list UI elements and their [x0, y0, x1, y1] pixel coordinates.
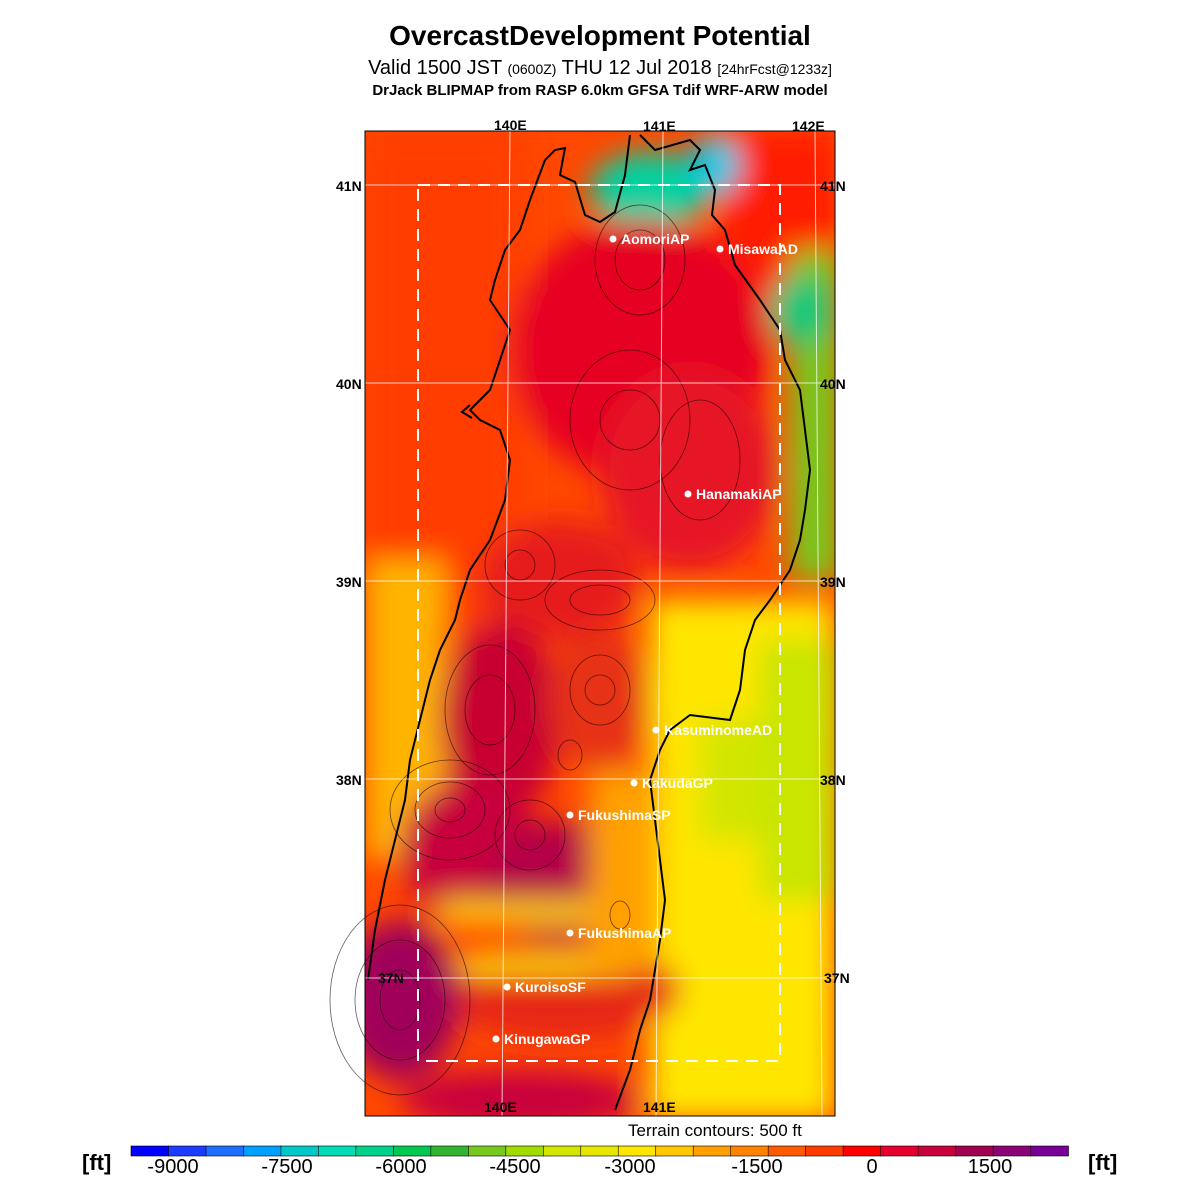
station-label: AomoriAP: [621, 231, 689, 247]
forecast-info: [24hrFcst@1233z]: [717, 61, 832, 77]
colorbar-swatch: [1030, 1145, 1069, 1157]
terrain-contour-note: Terrain contours: 500 ft: [628, 1121, 802, 1140]
inner-domain-outline: [417, 184, 781, 1062]
station-hanamakiap[interactable]: HanamakiAP: [684, 486, 782, 502]
colorbar-swatch: [880, 1145, 919, 1157]
station-label: FukushimaSP: [578, 807, 671, 823]
station-marker: [716, 245, 724, 253]
unit-label-right: [ft]: [1088, 1150, 1118, 1175]
colorbar-tick-label: -4500: [489, 1156, 541, 1178]
colorbar-swatch: [542, 1145, 582, 1157]
lon-label-top: 141E: [643, 118, 676, 134]
station-misawaad[interactable]: MisawaAD: [716, 241, 799, 257]
plot-border: [364, 130, 836, 1117]
colorbar-tick-label: -3000: [604, 1156, 656, 1178]
colorbar-swatch: [767, 1145, 807, 1157]
station-marker: [684, 490, 692, 498]
lat-label-left: 38N: [336, 772, 362, 788]
colorbar-swatch: [617, 1145, 657, 1157]
colorbar-swatch: [468, 1145, 507, 1157]
colorbar-tick-label: -1500: [731, 1156, 783, 1178]
station-label: FukushimaAP: [578, 925, 671, 941]
colorbar-swatch: [355, 1145, 395, 1157]
station-label: KuroisoSF: [515, 979, 586, 995]
colorbar-swatch: [318, 1145, 357, 1157]
lat-label-right: 38N: [820, 772, 846, 788]
station-marker: [566, 811, 574, 819]
station-marker: [503, 983, 511, 991]
colorbar-swatch: [692, 1145, 732, 1157]
lat-label-left: 37N: [378, 970, 404, 986]
colorbar-swatch: [955, 1145, 994, 1157]
colorbar-tick-label: -6000: [375, 1156, 427, 1178]
station-label: KakudaGP: [642, 775, 713, 791]
lat-lon-grid: [365, 130, 835, 1117]
colorbar-tick-label: -7500: [261, 1156, 313, 1178]
colorbar-swatch: [842, 1145, 882, 1157]
colorbar-swatch: [917, 1145, 957, 1157]
lat-label-left: 39N: [336, 574, 362, 590]
colorbar-swatch: [805, 1145, 844, 1157]
colorbar-tick-label: -9000: [147, 1156, 199, 1178]
lat-label-right: 40N: [820, 376, 846, 392]
colorbar-swatch: [130, 1145, 170, 1157]
terrain-contours: [329, 204, 741, 1096]
colorbar-swatch: [393, 1145, 432, 1157]
colorbar-tick-label: 0: [866, 1156, 878, 1178]
lat-label-left: 41N: [336, 178, 362, 194]
station-marker: [492, 1035, 500, 1043]
station-aomoriap[interactable]: AomoriAP: [609, 231, 690, 247]
lon-label-bottom: 140E: [484, 1099, 517, 1115]
model-description: DrJack BLIPMAP from RASP 6.0km GFSA Tdif…: [372, 82, 828, 99]
lon-label-top: 140E: [494, 117, 527, 133]
lon-label-top: 142E: [792, 118, 825, 134]
colorbar-swatch: [580, 1145, 620, 1157]
colorbar-swatch: [205, 1145, 245, 1157]
colorbar-swatch: [655, 1145, 694, 1157]
colorbar-swatch: [280, 1145, 320, 1157]
colorbar-tick-label: 1500: [967, 1156, 1013, 1178]
colorbar: [130, 1145, 1069, 1157]
station-fukushimaap[interactable]: FukushimaAP: [566, 925, 672, 941]
station-fukushimasp[interactable]: FukushimaSP: [566, 807, 671, 823]
station-kuroisosf[interactable]: KuroisoSF: [503, 979, 587, 995]
valid-time-date: THU 12 Jul 2018: [561, 57, 712, 79]
lat-label-right: 39N: [820, 574, 846, 590]
valid-time: Valid 1500 JST (0600Z) THU 12 Jul 2018 […: [0, 57, 1200, 80]
colorbar-swatch: [992, 1145, 1032, 1157]
lon-label-bottom: 141E: [643, 1099, 676, 1115]
station-label: HanamakiAP: [696, 486, 782, 502]
station-label: KinugawaGP: [504, 1031, 590, 1047]
station-kinugawagp[interactable]: KinugawaGP: [492, 1031, 591, 1047]
lat-label-right: 41N: [820, 178, 846, 194]
station-label: KasuminomeAD: [664, 722, 772, 738]
station-marker: [652, 726, 660, 734]
colorbar-swatch: [430, 1145, 470, 1157]
lat-label-right: 37N: [824, 970, 850, 986]
colorbar-swatch: [505, 1145, 545, 1157]
station-marker: [566, 929, 574, 937]
valid-time-utc: (0600Z): [507, 61, 557, 77]
lat-label-left: 40N: [336, 376, 362, 392]
unit-label-left: [ft]: [82, 1150, 112, 1175]
valid-time-main: Valid 1500 JST: [368, 57, 502, 79]
map-title: OvercastDevelopment Potential: [389, 20, 811, 51]
station-kasuminomead[interactable]: KasuminomeAD: [652, 722, 773, 738]
colorbar-swatch: [730, 1145, 769, 1157]
station-marker: [630, 779, 638, 787]
colorbar-swatch: [168, 1145, 207, 1157]
station-label: MisawaAD: [728, 241, 798, 257]
station-kakudagp[interactable]: KakudaGP: [630, 775, 713, 791]
colorbar-swatch: [243, 1145, 282, 1157]
station-marker: [609, 235, 617, 243]
